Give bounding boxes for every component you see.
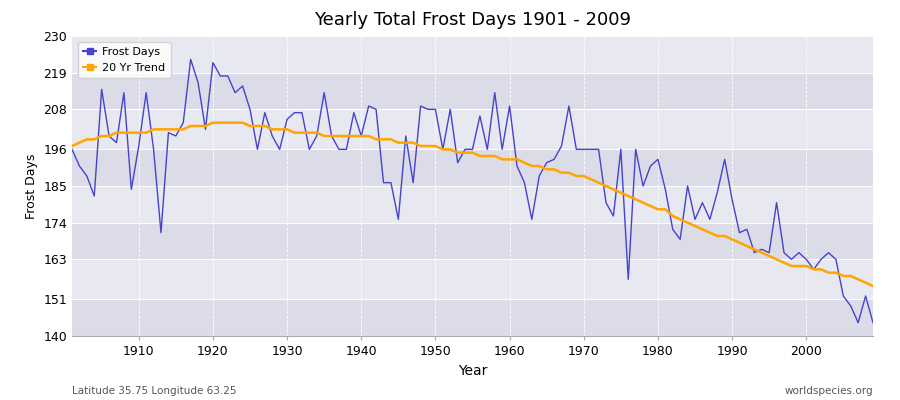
Title: Yearly Total Frost Days 1901 - 2009: Yearly Total Frost Days 1901 - 2009 — [314, 11, 631, 29]
X-axis label: Year: Year — [458, 364, 487, 378]
Bar — [72, 73, 873, 109]
Bar — [72, 109, 873, 149]
Text: Latitude 35.75 Longitude 63.25: Latitude 35.75 Longitude 63.25 — [72, 386, 237, 396]
Bar — [72, 186, 873, 223]
Text: worldspecies.org: worldspecies.org — [785, 386, 873, 396]
Bar — [72, 223, 873, 259]
Bar — [72, 149, 873, 186]
Bar — [72, 259, 873, 299]
Bar — [72, 36, 873, 73]
Legend: Frost Days, 20 Yr Trend: Frost Days, 20 Yr Trend — [77, 42, 171, 78]
Y-axis label: Frost Days: Frost Days — [24, 153, 38, 219]
Bar — [72, 299, 873, 336]
